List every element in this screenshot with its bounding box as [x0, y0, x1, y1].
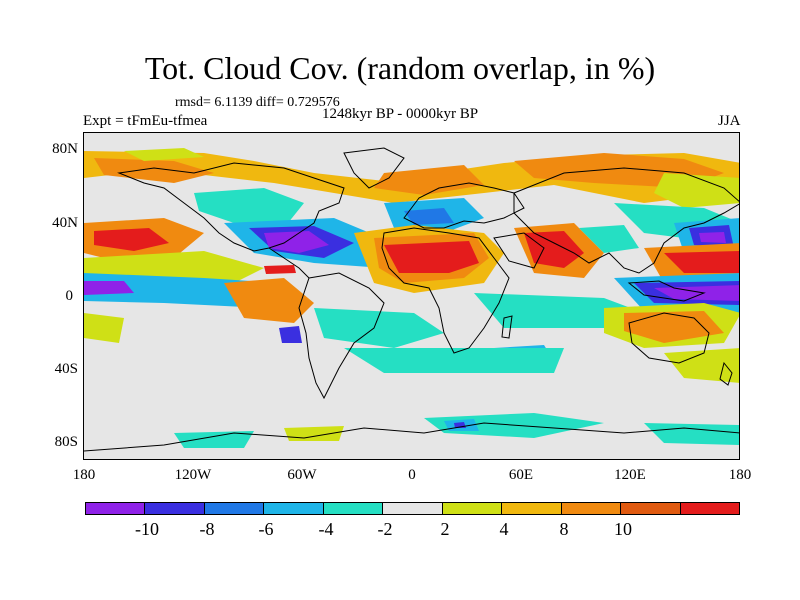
coastline-africa — [381, 227, 510, 354]
coastline-europe — [403, 182, 525, 229]
coastline-indonesia — [627, 280, 706, 302]
positive-anomaly-region — [654, 173, 739, 208]
positive-anomaly-region — [284, 426, 344, 441]
x-tick-label: 60W — [287, 467, 317, 483]
coastline-madagascar — [501, 315, 513, 339]
colorbar-label: -8 — [199, 519, 215, 539]
positive-anomaly-region — [84, 313, 124, 343]
positive-anomaly-region — [624, 311, 724, 343]
negative-anomaly-region — [314, 308, 444, 348]
colorbar-label: -10 — [135, 519, 159, 539]
colorbar-label: 10 — [614, 519, 632, 539]
coastline-antarctica — [84, 422, 739, 452]
colorbar-label: -4 — [318, 519, 334, 539]
y-tick-label: 80S — [54, 434, 78, 450]
negative-anomaly-region — [174, 431, 254, 448]
positive-anomaly-region — [664, 348, 739, 383]
negative-anomaly-region — [279, 326, 302, 343]
colorbar-box — [502, 503, 562, 514]
positive-anomaly-region — [124, 148, 204, 161]
colorbar-box — [680, 503, 739, 514]
colorbar-box — [323, 503, 384, 514]
colorbar-label: 4 — [499, 519, 509, 539]
colorbar-label: -2 — [377, 519, 393, 539]
negative-anomaly-region — [344, 348, 564, 373]
positive-anomaly-region — [94, 228, 169, 251]
colorbar-label: -6 — [258, 519, 274, 539]
map-panel — [83, 132, 740, 460]
coastline-new-zealand — [719, 361, 733, 386]
positive-anomaly-region — [374, 165, 484, 195]
period-label: 1248kyr BP - 0000kyr BP — [322, 106, 479, 122]
coastlines — [84, 147, 739, 452]
coastline-greenland — [343, 147, 405, 189]
x-tick-label: 120E — [614, 467, 646, 483]
colorbar-box — [383, 503, 443, 514]
colorbar — [85, 502, 740, 515]
experiment-label: Expt = tFmEu-tfmea — [83, 113, 208, 129]
coastline-australia — [628, 312, 710, 364]
y-tick-label: 0 — [65, 288, 74, 304]
coastline-south-america — [298, 272, 385, 400]
negative-anomaly-region — [404, 208, 454, 225]
negative-anomaly-region — [579, 225, 639, 253]
negative-anomaly-region — [474, 293, 644, 328]
negative-anomaly-region — [84, 281, 134, 295]
colorbar-box — [621, 503, 681, 514]
x-tick-label: 60E — [508, 467, 534, 483]
colorbar-box — [264, 503, 324, 514]
colorbar-box — [145, 503, 205, 514]
colorbar-box — [86, 503, 146, 514]
anomaly-field — [84, 148, 739, 448]
negative-anomaly-region — [644, 423, 739, 445]
cloud-cover-map — [84, 147, 739, 452]
y-tick-label: 80N — [52, 141, 78, 157]
x-tick-label: 0 — [408, 467, 416, 483]
y-tick-label: 40N — [52, 215, 78, 231]
coastline-central-america — [268, 247, 310, 279]
plot-title: Tot. Cloud Cov. (random overlap, in %) — [144, 50, 656, 86]
positive-anomaly-region — [94, 158, 214, 183]
x-tick-label: 180 — [728, 467, 752, 483]
colorbar-label: 8 — [559, 519, 569, 539]
positive-anomaly-region — [384, 241, 479, 273]
y-tick-label: 40S — [54, 361, 78, 377]
coastline-north-america — [117, 162, 345, 252]
negative-anomaly-region — [654, 285, 739, 301]
coastline-asia — [513, 167, 739, 274]
season-label: JJA — [718, 113, 741, 129]
positive-anomaly-region — [664, 251, 739, 273]
colorbar-label: 2 — [440, 519, 450, 539]
negative-anomaly-region — [194, 188, 304, 228]
negative-anomaly-region — [699, 232, 726, 243]
colorbar-box — [204, 503, 265, 514]
positive-anomaly-region — [264, 265, 296, 274]
x-tick-label: 180 — [72, 467, 96, 483]
rmsd-diff-stats: rmsd= 6.1139 diff= 0.729576 — [175, 95, 340, 110]
coastline-arabia — [493, 232, 545, 269]
positive-anomaly-region — [224, 278, 314, 323]
colorbar-box — [561, 503, 622, 514]
negative-anomaly-region — [264, 231, 329, 253]
colorbar-box — [442, 503, 503, 514]
x-tick-label: 120W — [174, 467, 212, 483]
